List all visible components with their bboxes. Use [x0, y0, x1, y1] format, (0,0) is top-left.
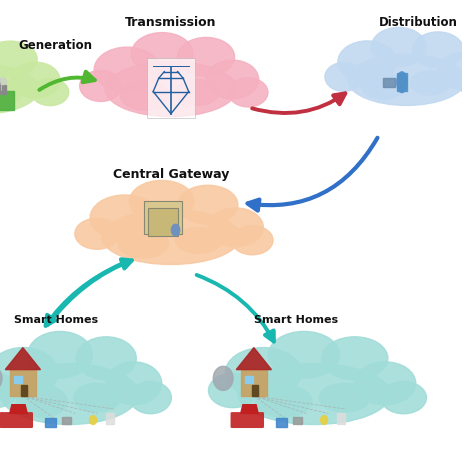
Ellipse shape [101, 210, 240, 264]
Ellipse shape [320, 416, 328, 424]
Ellipse shape [172, 224, 180, 236]
Ellipse shape [0, 374, 18, 408]
Bar [45, 418, 56, 427]
Ellipse shape [130, 382, 172, 414]
Text: Transmission: Transmission [125, 16, 217, 28]
Polygon shape [241, 405, 258, 413]
Ellipse shape [129, 181, 194, 222]
Ellipse shape [90, 416, 97, 424]
Bar [9, 370, 36, 396]
Ellipse shape [208, 208, 264, 246]
Ellipse shape [0, 41, 37, 77]
Text: Smart Homes: Smart Homes [254, 315, 338, 325]
Ellipse shape [0, 64, 39, 115]
Bar [63, 417, 71, 424]
Bar [293, 417, 302, 424]
Ellipse shape [0, 78, 7, 85]
Text: Generation: Generation [18, 39, 92, 52]
Ellipse shape [412, 32, 464, 68]
Ellipse shape [355, 362, 416, 405]
Ellipse shape [16, 385, 67, 417]
Ellipse shape [75, 218, 119, 249]
Ellipse shape [225, 347, 301, 398]
Polygon shape [5, 347, 40, 370]
Ellipse shape [347, 55, 465, 105]
Ellipse shape [206, 60, 259, 99]
FancyBboxPatch shape [146, 58, 195, 118]
Ellipse shape [178, 185, 238, 224]
Ellipse shape [268, 331, 339, 378]
Ellipse shape [175, 80, 219, 105]
Ellipse shape [118, 229, 169, 258]
Ellipse shape [105, 62, 237, 117]
Ellipse shape [106, 362, 162, 405]
Ellipse shape [74, 383, 120, 412]
Polygon shape [9, 405, 27, 413]
Bar [397, 73, 408, 91]
Bar [241, 370, 267, 396]
Ellipse shape [94, 47, 160, 92]
Bar [0, 91, 14, 110]
Ellipse shape [120, 81, 169, 110]
Ellipse shape [0, 347, 58, 398]
Text: Central Gateway: Central Gateway [113, 168, 229, 181]
Ellipse shape [238, 364, 391, 425]
Ellipse shape [80, 71, 122, 101]
Ellipse shape [131, 33, 193, 74]
Ellipse shape [319, 383, 370, 412]
Bar [2, 84, 6, 94]
Bar [245, 376, 253, 383]
Ellipse shape [10, 62, 60, 98]
Ellipse shape [397, 72, 407, 92]
Ellipse shape [209, 374, 257, 408]
Ellipse shape [213, 366, 233, 391]
Bar [276, 418, 287, 427]
Bar [14, 376, 22, 383]
Ellipse shape [231, 226, 273, 255]
Ellipse shape [410, 71, 450, 95]
Ellipse shape [361, 73, 405, 100]
Ellipse shape [371, 27, 426, 66]
Polygon shape [237, 347, 272, 370]
Ellipse shape [27, 331, 92, 378]
Text: Smart Homes: Smart Homes [14, 315, 98, 325]
Bar [252, 385, 258, 396]
FancyBboxPatch shape [144, 201, 182, 234]
Ellipse shape [0, 364, 138, 425]
Ellipse shape [178, 37, 235, 76]
Bar [106, 413, 114, 424]
Ellipse shape [338, 41, 397, 83]
Ellipse shape [0, 80, 23, 104]
Ellipse shape [381, 382, 427, 414]
Ellipse shape [438, 53, 474, 89]
Ellipse shape [175, 228, 222, 253]
FancyBboxPatch shape [230, 412, 264, 428]
Ellipse shape [458, 69, 474, 96]
FancyBboxPatch shape [0, 412, 33, 428]
Bar [21, 385, 27, 396]
Ellipse shape [0, 366, 2, 391]
Ellipse shape [322, 337, 388, 380]
FancyBboxPatch shape [148, 209, 178, 236]
Text: Distribution: Distribution [379, 16, 458, 28]
Ellipse shape [325, 63, 363, 91]
Bar [383, 78, 395, 87]
Ellipse shape [76, 337, 137, 380]
Ellipse shape [90, 195, 159, 240]
Ellipse shape [228, 78, 268, 107]
Ellipse shape [31, 79, 69, 106]
Ellipse shape [255, 385, 311, 417]
Bar [337, 413, 345, 424]
